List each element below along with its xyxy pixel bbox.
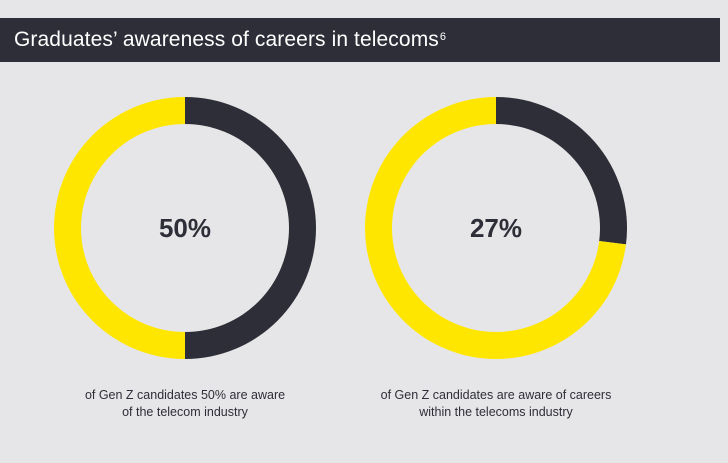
caption-1-line-2: of the telecom industry: [122, 405, 248, 419]
donut-1-slice-not-aware: [53, 97, 185, 359]
title-text: Graduates’ awareness of careers in telec…: [14, 28, 439, 51]
caption-2-line-1: of Gen Z candidates are aware of careers: [380, 388, 612, 402]
donut-chart-2: 27%: [364, 96, 628, 360]
center-value-2: 27%: [469, 212, 523, 243]
caption-1: of Gen Z candidates 50% are aware of the…: [35, 387, 335, 421]
caption-2-line-2: within the telecoms industry: [419, 405, 573, 419]
donut-svg-2: [365, 97, 627, 360]
donut-svg-1: [53, 97, 317, 359]
page-title: Graduates’ awareness of careers in telec…: [0, 18, 720, 62]
center-value-1: 50%: [158, 212, 212, 243]
donut-chart-1: 50%: [53, 96, 317, 360]
footnote-marker: 6: [439, 31, 447, 43]
caption-1-line-1: of Gen Z candidates 50% are aware: [84, 388, 286, 402]
donut-2-slice-aware: [496, 97, 627, 245]
caption-2: of Gen Z candidates are aware of careers…: [346, 387, 646, 421]
donut-1-slice-aware: [185, 97, 317, 359]
